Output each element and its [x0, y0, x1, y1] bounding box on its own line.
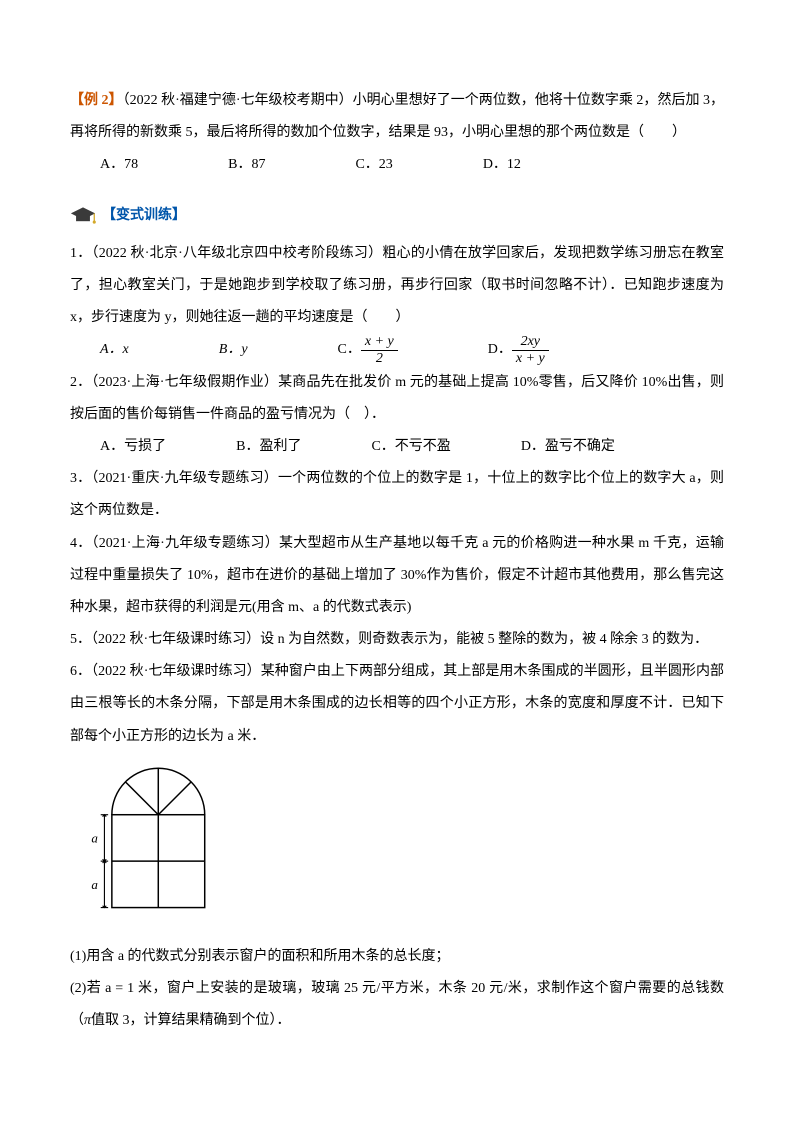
section-title: 【变式训练】 [102, 200, 186, 232]
option-c: C．23 [355, 149, 392, 181]
q1-option-a: A．x [100, 334, 129, 366]
window-figure: a a [84, 759, 214, 922]
dim-label-a1: a [91, 830, 98, 845]
dim-label-a2: a [91, 877, 98, 892]
q2-option-b: B．盈利了 [236, 431, 301, 463]
pi-symbol: π [84, 1013, 91, 1028]
q2-option-a: A．亏损了 [100, 431, 166, 463]
q1-option-c: C．x + y2 [338, 334, 398, 366]
q2-options: A．亏损了 B．盈利了 C．不亏不盈 D．盈亏不确定 [70, 431, 724, 463]
q2-option-d: D．盈亏不确定 [521, 431, 615, 463]
question-5: 5．（2022 秋·七年级课时练习）设 n 为自然数，则奇数表示为，能被 5 整… [70, 624, 724, 656]
option-b: B．87 [228, 149, 265, 181]
q1-option-b: B．y [219, 334, 248, 366]
q6-sub1: (1)用含 a 的代数式分别表示窗户的面积和所用木条的总长度； [70, 941, 724, 973]
example-source: （2022 秋·福建宁德·七年级校考期中） [123, 93, 353, 108]
option-a: A．78 [100, 149, 138, 181]
question-2: 2．（2023·上海·七年级假期作业）某商品先在批发价 m 元的基础上提高 10… [70, 367, 724, 431]
section-header: 【变式训练】 [70, 200, 724, 232]
question-4: 4．（2021·上海·九年级专题练习）某大型超市从生产基地以每千克 a 元的价格… [70, 528, 724, 625]
example-options: A．78 B．87 C．23 D．12 [70, 149, 724, 181]
question-6: 6．（2022 秋·七年级课时练习）某种窗户由上下两部分组成，其上部是用木条围成… [70, 656, 724, 753]
example-2: 【例 2】（2022 秋·福建宁德·七年级校考期中）小明心里想好了一个两位数，他… [70, 85, 724, 149]
q1-options: A．x B．y C．x + y2 D．2xyx + y [70, 334, 724, 366]
question-1: 1．（2022 秋·北京·八年级北京四中校考阶段练习）粗心的小倩在放学回家后，发… [70, 238, 724, 335]
q2-option-c: C．不亏不盈 [371, 431, 450, 463]
q1-option-d: D．2xyx + y [488, 334, 549, 366]
option-d: D．12 [483, 149, 521, 181]
q6-sub2: (2)若 a = 1 米，窗户上安装的是玻璃，玻璃 25 元/平方米，木条 20… [70, 973, 724, 1037]
question-3: 3．（2021·重庆·九年级专题练习）一个两位数的个位上的数字是 1，十位上的数… [70, 463, 724, 527]
example-label: 【例 2】 [70, 93, 123, 108]
grad-cap-icon [70, 205, 96, 227]
